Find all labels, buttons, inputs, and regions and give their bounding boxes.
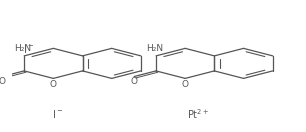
Text: O: O [182, 80, 189, 89]
Text: H₂N: H₂N [146, 44, 163, 53]
Text: O: O [0, 77, 6, 86]
Text: Pt$^{2+}$: Pt$^{2+}$ [187, 107, 210, 121]
Text: I$^-$: I$^-$ [24, 43, 35, 55]
Text: H₂N: H₂N [14, 44, 31, 53]
Text: O: O [131, 77, 138, 86]
Text: I$^-$: I$^-$ [52, 108, 63, 120]
Text: O: O [50, 80, 57, 89]
